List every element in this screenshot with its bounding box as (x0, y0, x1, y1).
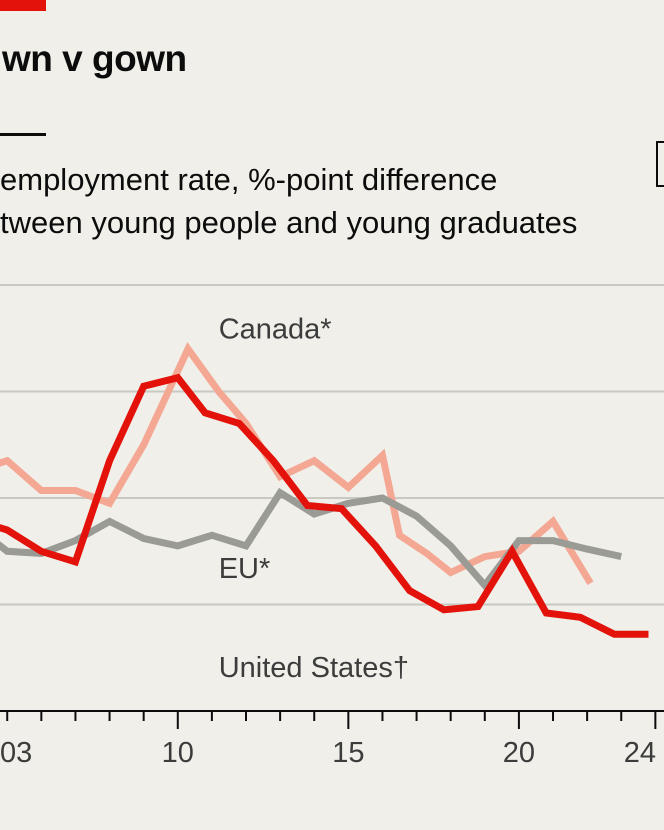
series-line (0, 373, 649, 638)
subtitle-line-1: employment rate, %-point difference (0, 162, 498, 197)
subtitle-line-2: tween young people and young graduates (0, 205, 578, 240)
chart-subtitle: employment rate, %-point difference twee… (0, 158, 577, 244)
title-rule (0, 133, 46, 136)
series-labels: Canada* EU* United States† (219, 313, 409, 684)
x-axis: 03 10 15 20 24 (0, 710, 664, 769)
series-label: Canada* (219, 313, 332, 345)
x-tick-label: 03 (0, 737, 32, 769)
brand-red-tag (0, 0, 46, 11)
x-tick-label: 20 (503, 737, 535, 769)
series-lines (0, 341, 649, 638)
legend-bracket-fragment (656, 141, 664, 187)
x-tick-label: 15 (332, 737, 364, 769)
gridlines (0, 284, 664, 606)
series-line (0, 341, 594, 586)
series-label: EU* (219, 553, 271, 585)
x-tick-label: 10 (162, 737, 194, 769)
series-label: United States† (219, 652, 409, 684)
chart-title: wn v gown (2, 38, 187, 79)
x-tick-label: 24 (624, 737, 656, 769)
